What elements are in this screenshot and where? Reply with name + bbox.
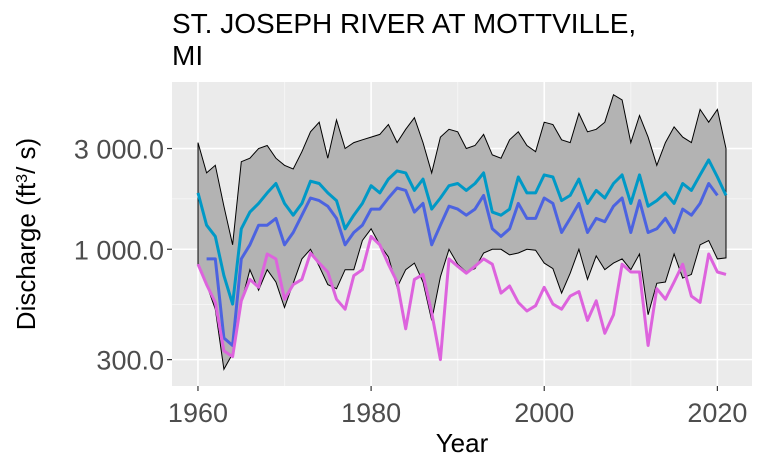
x-axis: 1960 1980 2000 2020: [168, 386, 747, 428]
x-axis-title: Year: [436, 428, 489, 458]
range-band: [197, 93, 727, 371]
x-tick-label: 2020: [687, 398, 747, 428]
series-line-2: [206, 182, 719, 347]
min-max-band: [197, 93, 727, 371]
series-line-3: [196, 234, 727, 362]
chart-title-line2: MI: [172, 40, 204, 71]
y-axis-title: Discharge (ft3/ s): [11, 138, 41, 330]
y-axis-title-end: / s): [11, 138, 41, 174]
y-axis-title-main: Discharge (ft: [11, 182, 41, 330]
y-axis-title-sup: 3: [14, 174, 31, 183]
y-tick-label: 300.0: [96, 346, 164, 376]
y-tick-label: 1 000.0: [74, 235, 164, 265]
y-tick-label: 3 000.0: [74, 135, 164, 165]
chart-title-line1: ST. JOSEPH RIVER AT MOTTVILLE,: [172, 8, 637, 39]
x-tick-label: 1960: [168, 398, 228, 428]
series-line-1: [196, 158, 728, 306]
x-tick-label: 1980: [341, 398, 401, 428]
series-lines: [196, 158, 728, 362]
y-axis: 300.0 1 000.0 3 000.0: [74, 135, 172, 376]
chart-title: ST. JOSEPH RIVER AT MOTTVILLE, MI: [172, 8, 732, 72]
x-tick-label: 2000: [514, 398, 574, 428]
